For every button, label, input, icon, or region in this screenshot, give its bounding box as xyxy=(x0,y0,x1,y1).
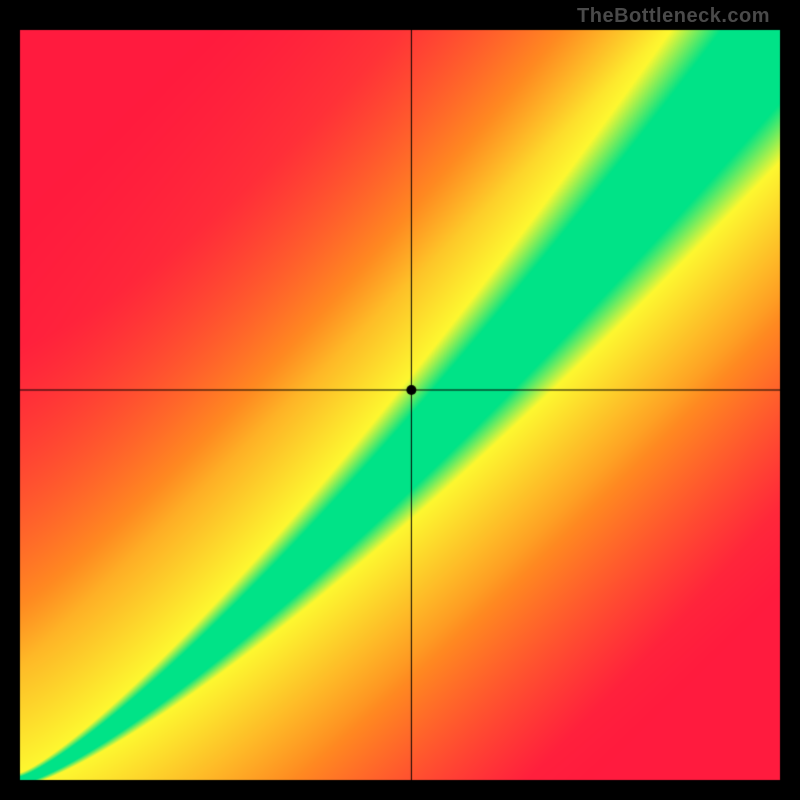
watermark-text: TheBottleneck.com xyxy=(577,5,770,28)
bottleneck-heatmap xyxy=(0,0,800,800)
chart-container: TheBottleneck.com xyxy=(0,0,800,800)
